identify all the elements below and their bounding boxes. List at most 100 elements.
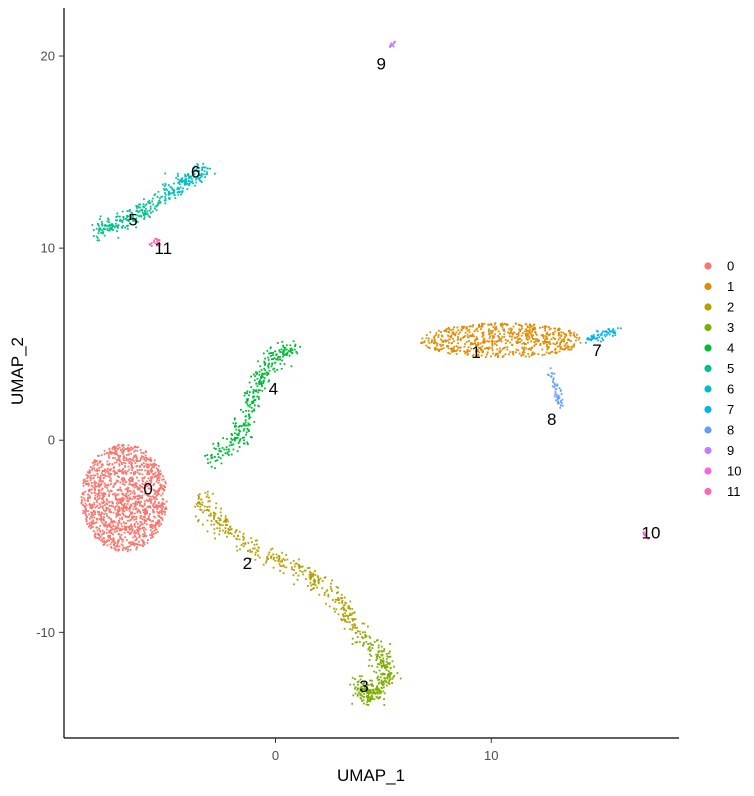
cell-point <box>102 477 105 480</box>
cell-point <box>344 619 346 621</box>
cell-point <box>250 386 253 388</box>
cell-point <box>110 224 112 227</box>
cell-point <box>367 684 369 686</box>
cell-point <box>317 579 320 582</box>
y-tick-label: -10 <box>36 625 55 640</box>
cell-point <box>124 462 127 465</box>
cell-point <box>484 347 486 350</box>
cell-point <box>115 494 118 497</box>
cell-point <box>164 192 166 194</box>
cell-point <box>509 335 511 338</box>
cell-point <box>501 322 504 325</box>
cell-point <box>107 218 110 221</box>
cell-point <box>145 451 148 453</box>
cell-point <box>146 465 148 468</box>
cell-point <box>377 650 380 653</box>
cell-point <box>100 492 103 495</box>
cell-point <box>144 204 147 207</box>
cell-point <box>360 697 363 700</box>
cell-point <box>198 177 201 180</box>
cell-point <box>150 520 153 523</box>
legend-label-9: 9 <box>727 443 734 458</box>
cell-point <box>431 340 433 343</box>
cell-point <box>375 656 378 658</box>
cell-point <box>551 350 554 353</box>
cell-point <box>291 566 293 569</box>
cell-point <box>143 531 146 534</box>
legend-label-10: 10 <box>727 464 741 479</box>
cell-point <box>92 521 95 524</box>
cell-point <box>114 542 117 544</box>
cell-point <box>131 528 134 531</box>
cell-point <box>506 323 509 326</box>
cell-point <box>157 468 159 471</box>
cell-point <box>108 479 111 482</box>
cell-point <box>557 402 560 405</box>
cell-point <box>197 519 200 521</box>
cell-point <box>116 212 119 215</box>
cell-point <box>122 225 125 227</box>
cell-point <box>501 336 504 339</box>
cell-point <box>529 331 532 334</box>
cell-point <box>518 352 521 355</box>
cell-point <box>90 522 93 524</box>
cell-point <box>296 352 299 355</box>
cell-point <box>253 409 256 412</box>
cell-point <box>279 350 281 353</box>
cell-point <box>563 333 566 336</box>
cell-point <box>132 216 134 219</box>
cell-point <box>141 490 144 493</box>
cell-point <box>159 197 161 200</box>
cell-point <box>96 517 98 520</box>
cell-point <box>211 456 213 459</box>
cell-point <box>392 43 395 46</box>
cell-point <box>357 691 360 694</box>
cell-point <box>501 326 504 329</box>
cell-point <box>185 178 188 181</box>
cell-point <box>198 501 201 503</box>
cell-point <box>133 523 136 525</box>
cell-point <box>125 481 128 483</box>
cell-point <box>173 191 175 193</box>
cell-point <box>248 417 250 420</box>
cell-point <box>115 216 118 218</box>
cell-point <box>349 600 352 603</box>
cell-point <box>96 463 99 465</box>
cell-point <box>116 215 119 218</box>
cell-point <box>334 601 337 603</box>
cell-point <box>356 687 359 690</box>
cell-point <box>442 347 445 350</box>
cell-point <box>384 664 387 667</box>
cell-point <box>113 541 116 543</box>
cell-point <box>289 344 292 347</box>
cell-point <box>527 326 529 329</box>
cell-point <box>141 494 144 497</box>
cell-point <box>478 347 481 350</box>
cell-point <box>604 335 607 338</box>
cell-point <box>124 522 126 525</box>
cell-point <box>109 508 111 511</box>
cell-point <box>104 484 107 486</box>
cell-point <box>359 641 361 643</box>
cell-point <box>296 578 299 581</box>
cell-point <box>542 334 544 336</box>
cell-point <box>612 331 615 334</box>
cell-point <box>204 176 207 178</box>
cell-point <box>371 695 374 697</box>
cell-point <box>464 352 467 355</box>
cell-point <box>149 216 151 219</box>
cell-point <box>132 483 135 486</box>
cell-point <box>519 328 522 331</box>
cell-point <box>255 373 258 376</box>
cell-point <box>194 505 196 508</box>
cell-point <box>136 511 139 514</box>
cell-point <box>160 508 163 511</box>
cell-point <box>351 607 354 610</box>
cell-point <box>557 328 560 330</box>
cell-point <box>82 497 85 500</box>
cell-point <box>454 334 457 337</box>
cell-point <box>130 446 132 449</box>
cell-point <box>527 353 530 355</box>
cell-point <box>129 528 131 531</box>
cell-point <box>116 509 119 511</box>
